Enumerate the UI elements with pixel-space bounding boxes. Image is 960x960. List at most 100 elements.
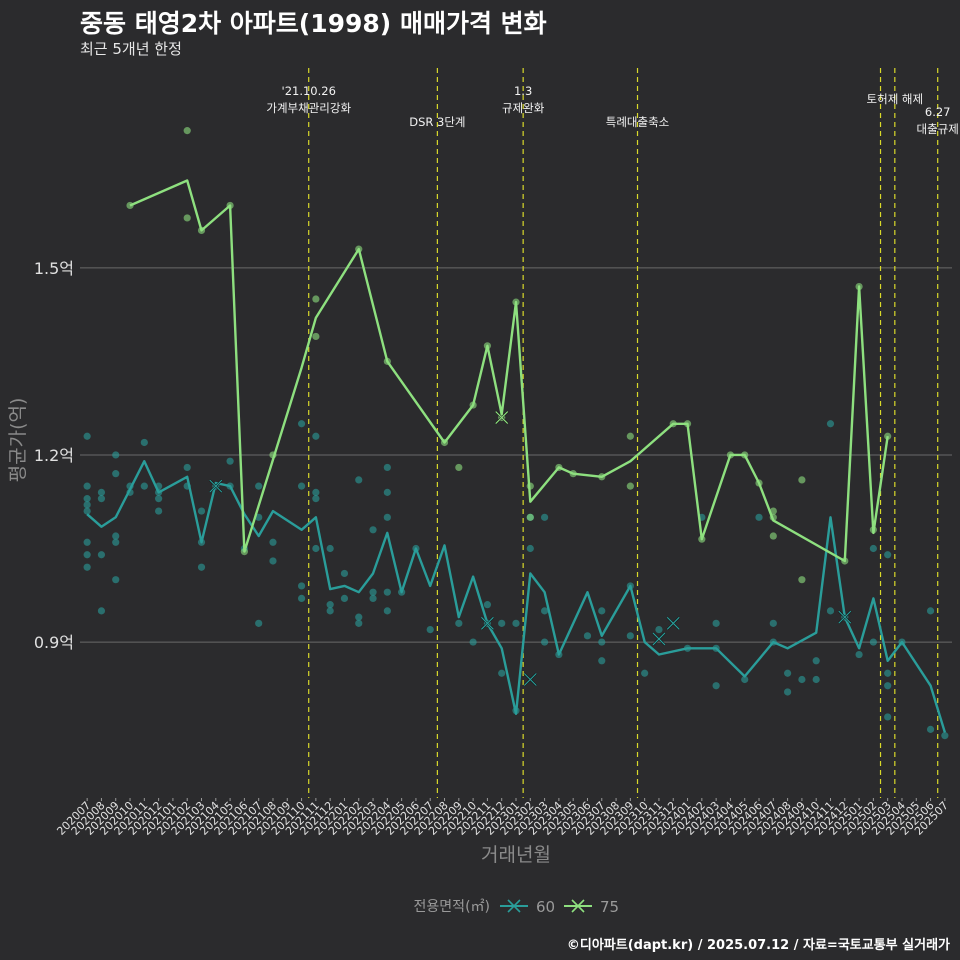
- series-75-point: [355, 245, 363, 253]
- series-60-point: [826, 420, 835, 428]
- series-60-point: [583, 632, 592, 640]
- series-60-point: [83, 501, 91, 509]
- series-75-point: [769, 532, 777, 540]
- series-60-point: [683, 644, 692, 652]
- series-60-point: [540, 607, 549, 615]
- series-60-point: [112, 451, 120, 459]
- series-60-point: [540, 638, 549, 646]
- series-75-point: [197, 226, 206, 235]
- series-60-point: [741, 675, 749, 684]
- series-75-point: [669, 420, 677, 428]
- series-60-point: [383, 463, 391, 472]
- series-75-point: [855, 282, 863, 291]
- series-60-point: [869, 544, 877, 553]
- series-60-point: [383, 488, 391, 496]
- series-75-point: [626, 482, 634, 490]
- series-60-point: [626, 632, 634, 640]
- series-60-point: [97, 551, 106, 559]
- series-60-cross-inner: [666, 616, 680, 630]
- series-60-point: [555, 650, 563, 659]
- series-60-point: [712, 619, 720, 627]
- y-tick-label: 0.9억: [34, 633, 74, 652]
- series-60-point: [269, 538, 277, 546]
- series-60-point: [297, 582, 306, 590]
- series-60-point: [112, 576, 120, 584]
- series-75-point: [798, 576, 806, 584]
- series-60-line: [86, 460, 947, 733]
- series-60-point: [884, 713, 892, 721]
- series-60-point: [326, 601, 334, 609]
- series-60-point: [826, 607, 835, 615]
- series-60-point: [369, 594, 377, 603]
- series-60-point: [126, 488, 134, 496]
- series-75-point: [126, 201, 134, 210]
- series-60-point: [383, 588, 391, 596]
- series-75-point: [383, 357, 391, 365]
- series-60-point: [269, 557, 277, 565]
- series-60-point: [97, 488, 106, 496]
- series-60-cross-inner: [209, 479, 223, 493]
- series-75-point: [769, 513, 777, 521]
- legend-label-60: 60: [536, 898, 555, 916]
- series-60-point: [83, 495, 91, 503]
- series-60-point: [255, 513, 263, 521]
- series-60-point: [83, 482, 91, 490]
- series-60-point: [898, 638, 906, 646]
- series-60-point: [412, 544, 420, 553]
- series-75-point: [469, 401, 477, 409]
- series-60-point: [641, 669, 649, 677]
- series-60-point: [140, 438, 148, 447]
- series-60-point: [755, 513, 763, 521]
- series-60-point: [255, 482, 263, 490]
- series-75-point: [769, 507, 777, 515]
- series-60-point: [312, 544, 320, 553]
- series-75-point: [440, 438, 449, 447]
- series-60-point: [140, 482, 148, 490]
- series-60-point: [183, 482, 191, 490]
- series-60-point: [798, 675, 806, 684]
- series-60-point: [884, 682, 892, 690]
- chart-subtitle: 최근 5개년 한정: [80, 40, 182, 58]
- series-75-point: [512, 298, 520, 306]
- series-60-point: [926, 725, 935, 733]
- series-75-point: [626, 432, 634, 440]
- series-75-point: [312, 332, 320, 341]
- series-60-point: [483, 601, 492, 609]
- series-60-point: [369, 588, 377, 596]
- series-60-point: [498, 669, 506, 677]
- series-60-point: [941, 732, 949, 740]
- series-60-point: [155, 495, 163, 503]
- series-60-point: [355, 613, 363, 621]
- series-60-point: [812, 675, 820, 684]
- event-label: 대출규제: [917, 122, 959, 136]
- series-60-point: [355, 476, 363, 484]
- series-60-point: [784, 669, 792, 677]
- series-60-point: [712, 644, 720, 652]
- series-75-point: [226, 201, 234, 210]
- series-75-point: [240, 548, 248, 556]
- series-60-point: [297, 482, 306, 490]
- series-75-point: [526, 482, 534, 490]
- series-60-point: [855, 650, 863, 659]
- series-60-point: [297, 594, 306, 603]
- series-75-point: [884, 432, 892, 440]
- series-60-point: [83, 538, 91, 546]
- series-60-point: [197, 507, 206, 515]
- event-label: 1.3: [514, 84, 532, 98]
- event-label: '21.10.26: [282, 84, 336, 98]
- y-tick-label: 1.2억: [34, 446, 74, 465]
- series-75-point: [598, 473, 606, 481]
- series-60-point: [112, 470, 120, 478]
- series-75-point: [841, 557, 849, 565]
- series-60-point: [126, 482, 134, 490]
- series-60-point: [598, 657, 606, 665]
- series-60-point: [398, 588, 406, 596]
- series-60-point: [355, 619, 363, 627]
- legend-title: 전용면적(㎡): [414, 899, 490, 915]
- series-60-point: [112, 538, 120, 546]
- series-75-point: [683, 420, 692, 428]
- series-60-point: [498, 619, 506, 627]
- series-75-line: [129, 179, 889, 563]
- series-60-point: [226, 482, 234, 490]
- series-60-point: [226, 457, 234, 465]
